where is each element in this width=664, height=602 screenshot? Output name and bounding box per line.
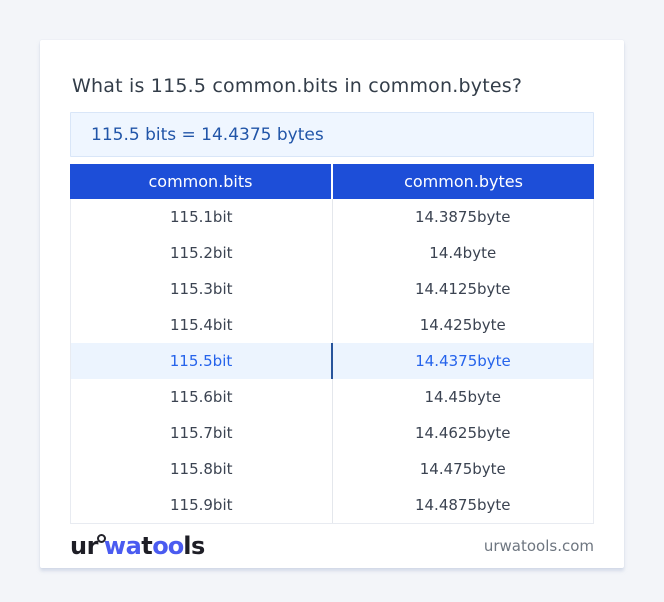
bits-value-current: 115.5bit (169, 352, 233, 370)
bytes-value: 14.45byte (331, 379, 594, 415)
bits-value: 115.1bit (169, 208, 233, 226)
table-row: 115.6bit 14.45byte (71, 379, 593, 415)
table-row-highlighted: 115.5bit 14.4375byte (71, 343, 593, 379)
logo-text-ls: ls (183, 532, 205, 560)
logo-ring-icon (96, 534, 106, 543)
bits-value: 115.7bit (169, 424, 233, 442)
bytes-value: 14.4625byte (331, 415, 594, 451)
table-row: 115.7bit 14.4625byte (71, 415, 593, 451)
card-footer: ur watools urwatools.com (70, 524, 594, 568)
bytes-value: 14.4875byte (331, 487, 594, 523)
site-domain-text: urwatools.com (483, 537, 594, 555)
bits-value: 115.8bit (169, 460, 233, 478)
bits-value: 115.2bit (169, 244, 233, 262)
table-row: 115.2bit 14.4byte (71, 235, 593, 271)
bytes-value: 14.425byte (331, 307, 594, 343)
table-header-bits: common.bits (148, 172, 253, 191)
page-title: What is 115.5 common.bits in common.byte… (72, 75, 523, 97)
bits-value: 115.9bit (169, 496, 233, 514)
bytes-value: 14.4125byte (331, 271, 594, 307)
table-row: 115.1bit 14.3875byte (71, 199, 593, 235)
conversion-result-box: 115.5 bits = 14.4375 bytes (70, 112, 594, 157)
bytes-value: 14.3875byte (331, 199, 594, 235)
logo-text-ur: ur (70, 532, 98, 560)
table-row: 115.9bit 14.4875byte (71, 487, 593, 523)
table-row: 115.8bit 14.475byte (71, 451, 593, 487)
logo-glasses-icon: oo (152, 532, 184, 560)
urwatools-logo[interactable]: ur watools (70, 532, 205, 560)
bits-value: 115.3bit (169, 280, 233, 298)
logo-text-t: t (141, 532, 153, 560)
table-header-bytes: common.bytes (331, 164, 594, 199)
conversion-card: What is 115.5 common.bits in common.byte… (40, 40, 624, 568)
bytes-value: 14.475byte (331, 451, 594, 487)
bytes-value: 14.4byte (331, 235, 594, 271)
bits-value: 115.4bit (169, 316, 233, 334)
bits-value: 115.6bit (169, 388, 233, 406)
conversion-result-text: 115.5 bits = 14.4375 bytes (91, 124, 324, 145)
bytes-value-current: 14.4375byte (331, 343, 593, 379)
table-row: 115.4bit 14.425byte (71, 307, 593, 343)
conversion-table: common.bits common.bytes 115.1bit 14.387… (70, 164, 594, 524)
table-header-row: common.bits common.bytes (70, 164, 594, 199)
table-row: 115.3bit 14.4125byte (71, 271, 593, 307)
logo-text-wa: wa (103, 532, 142, 560)
